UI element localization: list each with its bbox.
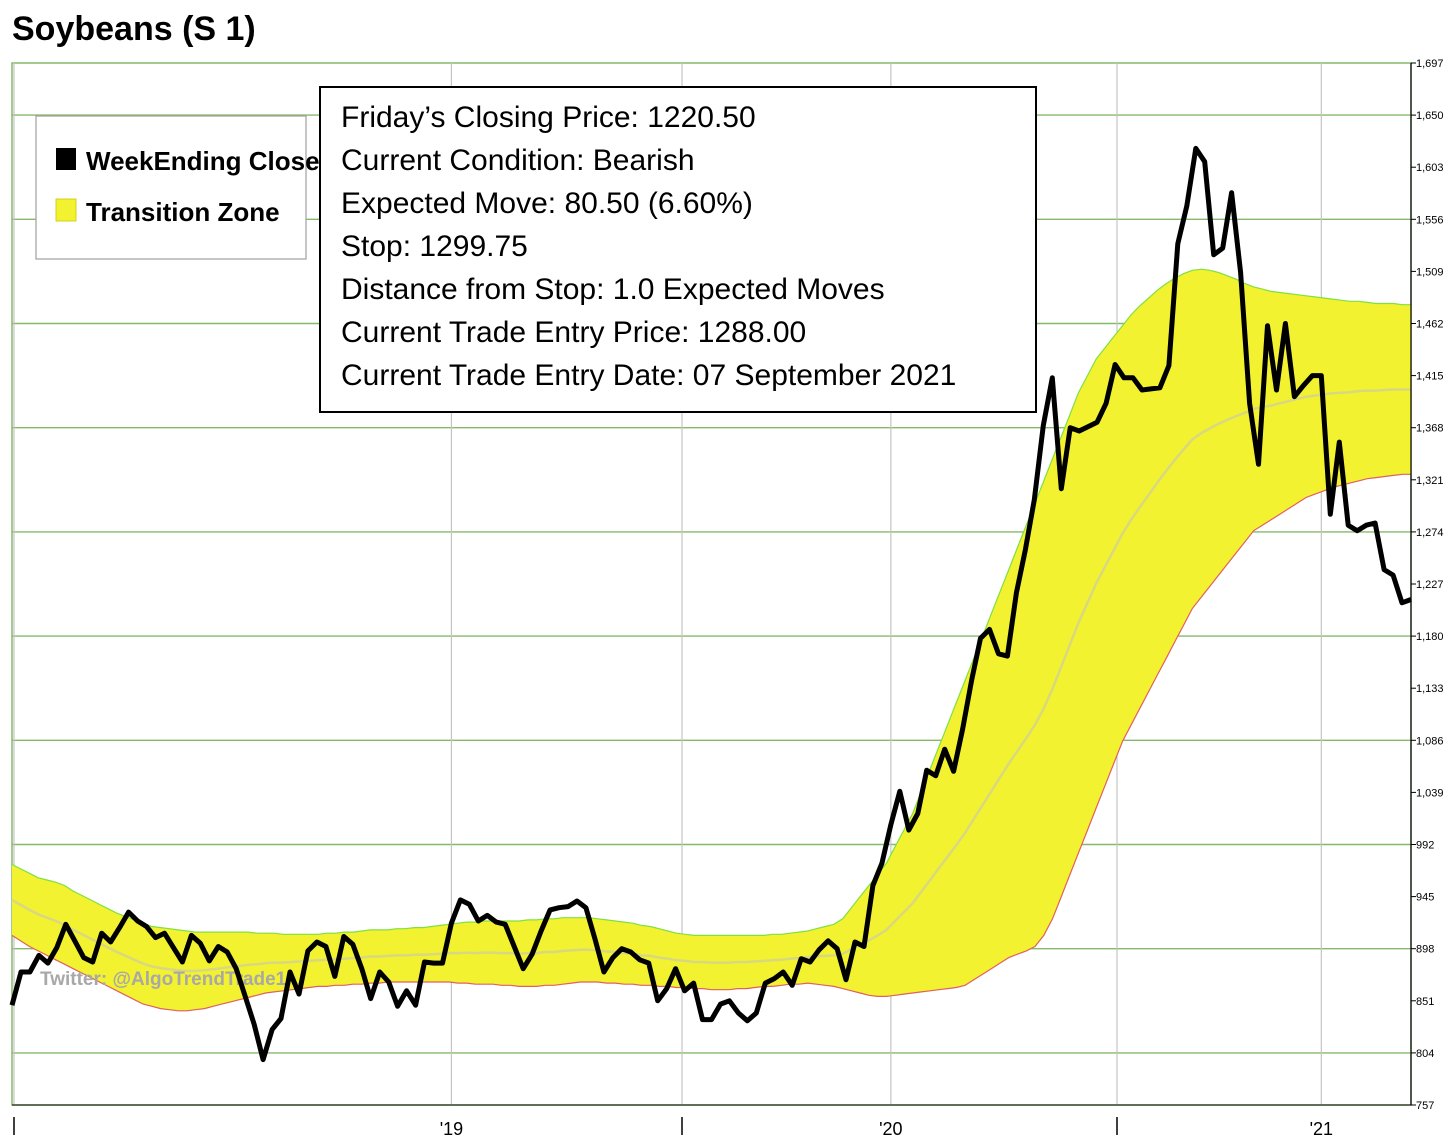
y-tick-label: 1,415 <box>1416 371 1444 383</box>
legend-swatch-zone <box>55 198 77 222</box>
watermark-text: Twitter: @AlgoTrendTrade1 <box>40 969 287 990</box>
legend: WeekEnding Close Transition Zone <box>35 115 320 260</box>
chart-title: Soybeans (S 1) <box>12 10 256 48</box>
y-tick-label: 1,368 <box>1416 423 1444 435</box>
legend-box <box>35 115 307 260</box>
weekending-close-line <box>9 145 1412 1063</box>
x-tick-label: '19 <box>440 1119 463 1139</box>
transition-zone-band <box>12 269 1411 1011</box>
y-tick-label: 1,180 <box>1416 631 1444 643</box>
watermark-layer: Twitter: @AlgoTrendTrade1 <box>40 969 287 990</box>
info-box-frame <box>319 86 1037 413</box>
y-tick-label: 1,227 <box>1416 579 1444 591</box>
y-tick-label: 1,274 <box>1416 527 1444 539</box>
close-line-layer <box>9 145 1412 1063</box>
transition-zone-mid <box>11 388 1411 973</box>
y-axis-layer: 757 804 851 898 945 992 1,039 1,086 1,133 1,180 1,… <box>1410 58 1444 1112</box>
y-tick-label: 851 <box>1416 996 1434 1008</box>
x-axis-layer: '19 '20 '21 <box>12 1104 1411 1139</box>
y-tick-label: 1,603 <box>1416 162 1444 174</box>
y-tick-label: 1,086 <box>1416 735 1444 747</box>
info-box: Friday’s Closing Price: 1220.50 Current … <box>319 86 1037 413</box>
y-tick-label: 1,556 <box>1416 214 1444 226</box>
x-tick-label: '21 <box>1310 1119 1333 1139</box>
info-closing-price: Friday’s Closing Price: 1220.50 <box>341 101 756 134</box>
info-entry-date: Current Trade Entry Date: 07 September 2… <box>341 359 956 392</box>
legend-label-zone: Transition Zone <box>86 197 280 227</box>
y-tick-label: 757 <box>1416 1100 1434 1112</box>
info-expected-move: Expected Move: 80.50 (6.60%) <box>341 187 753 220</box>
y-tick-label: 1,133 <box>1416 683 1444 695</box>
y-tick-label: 945 <box>1416 892 1434 904</box>
y-tick-label: 1,509 <box>1416 266 1444 278</box>
y-tick-label: 804 <box>1416 1048 1434 1060</box>
info-distance-from-stop: Distance from Stop: 1.0 Expected Moves <box>341 273 885 306</box>
y-tick-label: 1,697 <box>1416 58 1444 70</box>
x-tick-label: '20 <box>879 1119 902 1139</box>
legend-swatch-close <box>56 148 76 170</box>
y-tick-label: 992 <box>1416 840 1434 852</box>
legend-label-close: WeekEnding Close <box>86 146 320 176</box>
info-stop: Stop: 1299.75 <box>341 230 528 263</box>
y-tick-label: 1,039 <box>1416 787 1444 799</box>
y-tick-label: 1,462 <box>1416 319 1444 331</box>
y-tick-label: 1,650 <box>1416 110 1444 122</box>
info-entry-price: Current Trade Entry Price: 1288.00 <box>341 316 806 349</box>
y-tick-label: 1,321 <box>1416 475 1444 487</box>
info-current-condition: Current Condition: Bearish <box>341 144 695 177</box>
y-tick-label: 898 <box>1416 944 1434 956</box>
